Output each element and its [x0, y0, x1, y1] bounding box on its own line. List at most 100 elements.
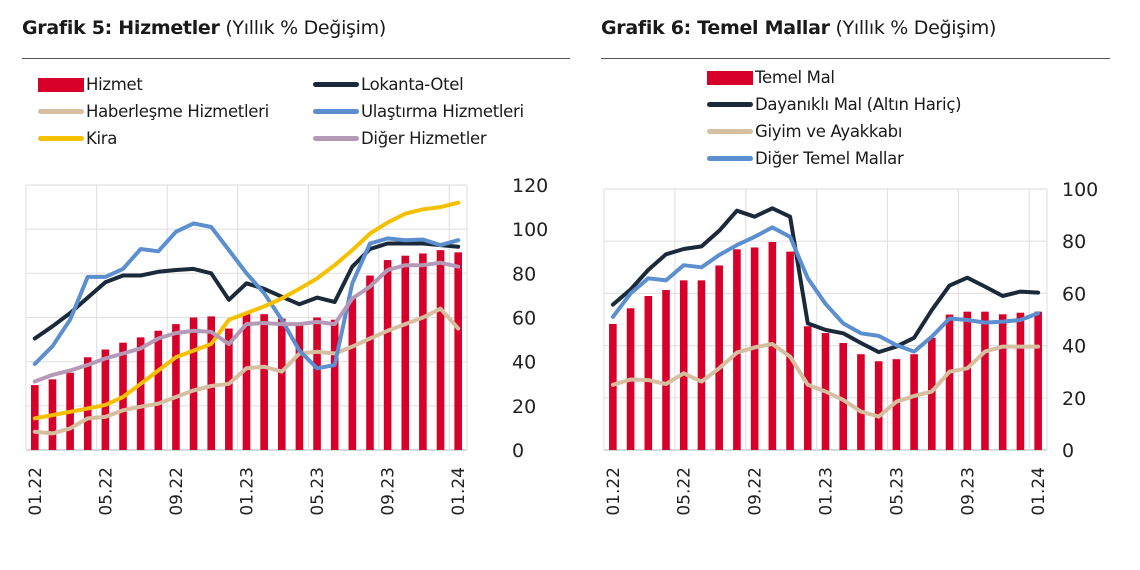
series-line-haberle-me-hizmetleri [32, 306, 461, 436]
x-tick-label: 01.24 [449, 467, 469, 516]
legend-label: Ulaştırma Hizmetleri [361, 102, 524, 121]
legend-item: Kira [38, 129, 117, 148]
chart6-title-rule [601, 58, 1110, 59]
y-tick-label: 0 [512, 440, 524, 462]
series-line-giyim-ve-ayakkab- [610, 342, 1041, 419]
bar [679, 280, 688, 450]
legend-label: Diğer Temel Mallar [755, 149, 904, 168]
y-tick-label: 100 [512, 219, 548, 241]
bar [733, 249, 741, 450]
x-tick-label: 01.24 [1029, 467, 1049, 516]
bar [1016, 312, 1025, 450]
bar [839, 342, 848, 450]
bar [644, 296, 653, 450]
chart6-title-main: Grafik 6: Temel Mallar [601, 17, 830, 39]
bar [401, 255, 410, 450]
x-tick-label: 09.23 [379, 467, 399, 516]
bar [857, 354, 865, 450]
x-tick-label: 05.22 [96, 467, 116, 516]
series-line-di-er-temel-mallar [610, 225, 1041, 354]
x-tick-label: 05.23 [308, 467, 328, 516]
bar [348, 296, 357, 450]
bar [998, 314, 1007, 450]
x-tick-label: 05.22 [675, 467, 695, 516]
legend-swatch [38, 136, 84, 141]
bar [383, 260, 392, 450]
bar [697, 280, 706, 450]
bar [928, 337, 936, 450]
y-tick-label: 60 [512, 308, 536, 330]
bar [295, 325, 304, 450]
legend-item: Hizmet [38, 75, 143, 94]
legend-label: Hizmet [86, 75, 143, 94]
x-tick-label: 01.22 [604, 467, 624, 516]
chart6-subtitle: (Yıllık % Değişim) [835, 17, 997, 39]
bar [609, 323, 617, 450]
series-line-lokanta-otel [32, 241, 461, 341]
legend-item: Temel Mal [707, 68, 835, 87]
legend-swatch [313, 136, 359, 141]
legend-label: Haberleşme Hizmetleri [86, 102, 269, 121]
legend-item: Diğer Hizmetler [313, 129, 487, 148]
legend-label: Kira [86, 129, 118, 148]
x-tick-label: 09.23 [958, 467, 978, 516]
y-tick-label: 100 [1062, 179, 1098, 201]
bar [963, 311, 972, 450]
bar [83, 357, 92, 450]
series-line-ula-t-rma-hizmetleri [32, 221, 461, 371]
chart5-subtitle: (Yıllık % Değişim) [225, 17, 386, 39]
chart5-title: Grafik 5: Hizmetler (Yıllık % Değişim) [22, 17, 386, 39]
legend-swatch [38, 109, 84, 114]
legend-item: Dayanıklı Mal (Altın Hariç) [707, 95, 962, 114]
y-tick-label: 0 [1062, 440, 1074, 462]
x-tick-label: 01.22 [26, 467, 46, 516]
legend-label: Dayanıklı Mal (Altın Hariç) [755, 95, 962, 114]
legend-swatch [313, 109, 359, 114]
bar [260, 314, 268, 450]
legend-swatch [707, 102, 753, 107]
legend-label: Temel Mal [755, 68, 835, 87]
bar [892, 359, 901, 450]
legend-swatch [707, 70, 753, 85]
x-tick-label: 01.23 [817, 467, 837, 516]
legend-swatch [707, 129, 753, 134]
chart5-title-rule [22, 58, 570, 59]
bar [154, 330, 163, 450]
legend-item: Lokanta-Otel [313, 75, 464, 94]
y-tick-label: 20 [1062, 388, 1086, 410]
legend-swatch [38, 77, 84, 92]
y-tick-label: 20 [512, 396, 536, 418]
legend-item: Diğer Temel Mallar [707, 149, 904, 168]
legend-label: Lokanta-Otel [361, 75, 464, 94]
y-tick-label: 80 [1062, 231, 1086, 253]
legend-swatch [707, 156, 753, 161]
bar [910, 354, 918, 450]
bar [242, 313, 251, 450]
legend-swatch [313, 82, 359, 87]
y-tick-label: 60 [1062, 283, 1086, 305]
bar [419, 253, 427, 450]
y-tick-label: 40 [512, 352, 536, 374]
legend-item: Ulaştırma Hizmetleri [313, 102, 524, 121]
x-tick-label: 01.23 [238, 467, 258, 516]
chart6-title: Grafik 6: Temel Mallar (Yıllık % Değişim… [601, 17, 996, 39]
bar [277, 318, 286, 450]
legend-label: Diğer Hizmetler [361, 129, 487, 148]
bar [874, 361, 883, 450]
bar [189, 317, 198, 450]
bar [786, 251, 794, 450]
bar [101, 349, 110, 450]
bar [136, 337, 145, 450]
bar [172, 324, 180, 450]
y-tick-label: 80 [512, 263, 536, 285]
bar [945, 314, 954, 450]
chart5-title-main: Grafik 5: Hizmetler [22, 17, 220, 39]
bar [330, 319, 339, 450]
bar [207, 316, 216, 450]
bar [662, 290, 670, 450]
bar [981, 311, 989, 450]
y-tick-label: 120 [512, 175, 548, 197]
series-line-di-er-hizmetler [32, 260, 461, 384]
legend-item: Giyim ve Ayakkabı [707, 122, 902, 141]
